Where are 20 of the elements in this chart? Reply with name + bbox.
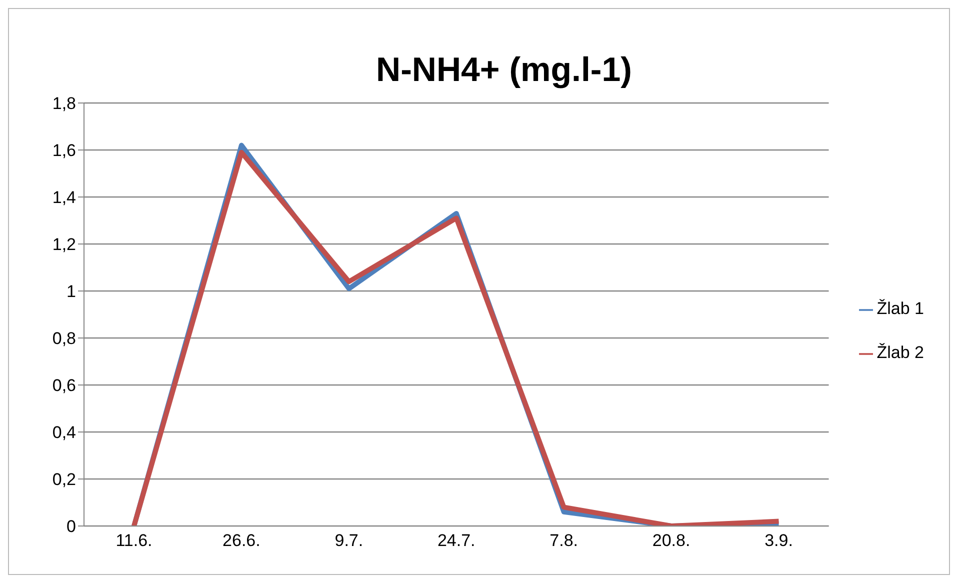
x-tick-label: 26.6. <box>222 531 260 550</box>
legend-label: Žlab 2 <box>876 343 924 362</box>
x-tick-label: 7.8. <box>550 531 578 550</box>
y-tick-label: 0,2 <box>52 470 76 490</box>
chart-title: N-NH4+ (mg.l-1) <box>375 51 633 91</box>
y-tick-label: 1,2 <box>52 235 76 254</box>
x-tick-label: 11.6. <box>116 531 152 550</box>
y-tick-label: 1,8 <box>52 94 76 114</box>
y-tick-label: 0,6 <box>52 376 76 396</box>
y-tick-label: 1,6 <box>52 141 76 160</box>
y-tick-label: 1,4 <box>52 188 76 208</box>
y-tick-label: 0,4 <box>52 423 76 442</box>
x-tick-label: 24.7. <box>437 531 476 550</box>
y-tick-label: 0 <box>66 517 76 536</box>
y-tick-label: 1 <box>66 282 76 302</box>
x-tick-label: 9.7. <box>334 531 364 550</box>
x-tick-label: 3.9. <box>764 531 793 550</box>
legend-label: Žlab 1 <box>876 299 924 318</box>
x-tick-label: 20.8. <box>652 531 690 550</box>
y-tick-label: 0,8 <box>52 329 76 348</box>
